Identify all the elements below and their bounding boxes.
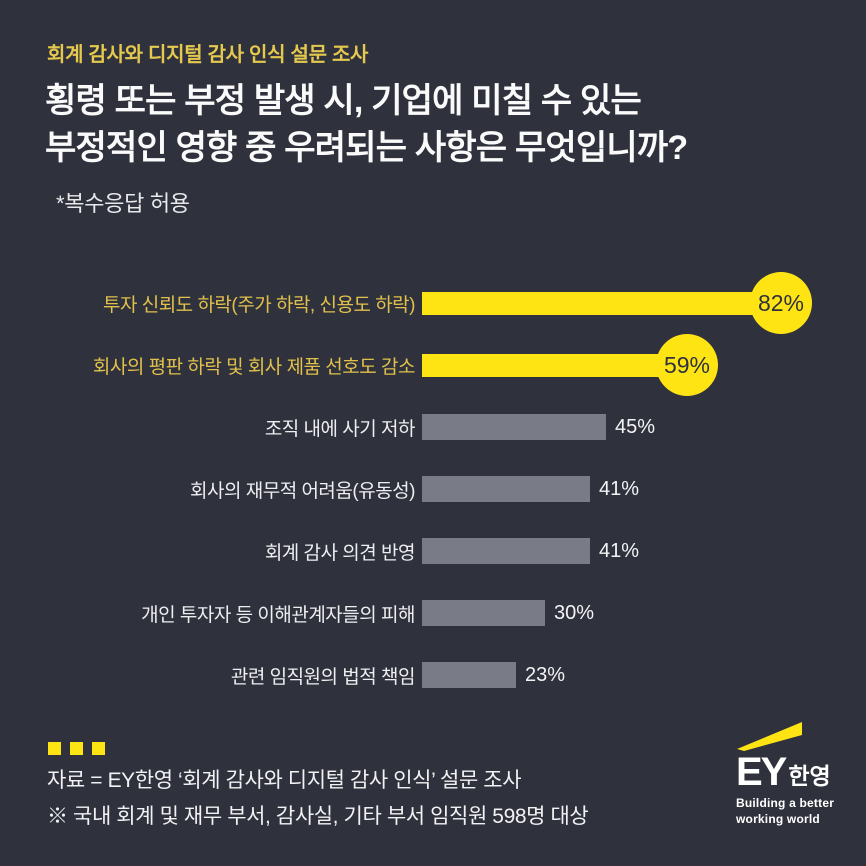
bar-row: 조직 내에 사기 저하 45% <box>47 396 866 458</box>
value-label: 41% <box>599 539 640 562</box>
bar-track: 23% <box>422 662 565 688</box>
bar-row: 투자 신뢰도 하락(주가 하락, 신용도 하락) 82% <box>47 272 866 334</box>
bar-track: 45% <box>422 414 655 440</box>
value-label: 23% <box>525 663 566 686</box>
ey-beam-icon <box>737 722 802 751</box>
value-label: 41% <box>599 477 640 500</box>
bar-chart: 투자 신뢰도 하락(주가 하락, 신용도 하락) 82% 회사의 평판 하락 및 회… <box>47 272 866 706</box>
value-bubble: 82% <box>750 272 812 334</box>
bar-category-label: 관련 임직원의 법적 책임 <box>230 666 416 688</box>
bar-category-label: 회사의 평판 하락 및 회사 제품 선호도 감소 <box>92 356 416 378</box>
ey-logo-text: EY <box>736 750 787 794</box>
ey-tagline-line2: working world <box>736 811 820 826</box>
bar-row: 관련 임직원의 법적 책임 23% <box>47 644 866 706</box>
page-title: 횡령 또는 부정 발생 시, 기업에 미칠 수 있는 부정적인 영향 중 우려되… <box>45 78 688 172</box>
bar-row: 개인 투자자 등 이해관계자들의 피해 30% <box>47 582 866 644</box>
bar-row: 회사의 평판 하락 및 회사 제품 선호도 감소 59% <box>47 334 866 396</box>
bar <box>422 538 590 564</box>
bar-category-label: 개인 투자자 등 이해관계자들의 피해 <box>141 604 415 626</box>
bar <box>422 414 606 440</box>
ey-logo: EY 한영 Building a better working world <box>736 722 851 827</box>
bar-row: 회계 감사 의견 반영 41% <box>47 520 866 582</box>
ey-logo-wordmark: EY 한영 <box>736 750 851 794</box>
ey-logo-korean-text: 한영 <box>788 763 831 789</box>
footer-accent-squares <box>48 742 105 755</box>
bar-track: 59% <box>422 334 718 396</box>
bar-category-label: 투자 신뢰도 하락(주가 하락, 신용도 하락) <box>102 294 416 316</box>
multi-response-note: *복수응답 허용 <box>56 191 190 216</box>
bar-row: 회사의 재무적 어려움(유동성) 41% <box>47 458 866 520</box>
highlighted-bar: 82% <box>422 272 812 334</box>
page-title-line2: 부정적인 영향 중 우려되는 사항은 무엇입니까? <box>45 128 688 167</box>
value-label: 45% <box>615 415 656 438</box>
page-title-line1: 횡령 또는 부정 발생 시, 기업에 미칠 수 있는 <box>45 82 642 120</box>
accent-square <box>92 742 105 755</box>
bar-category-label: 회사의 재무적 어려움(유동성) <box>190 480 415 502</box>
bar <box>422 600 545 626</box>
bar-track: 41% <box>422 476 639 502</box>
source-line: 자료 = EY한영 ‘회계 감사와 디지털 감사 인식’ 설문 조사 <box>47 769 522 792</box>
ey-tagline: Building a better working world <box>736 796 851 827</box>
eyebrow-text: 회계 감사와 디지털 감사 인식 설문 조사 <box>47 44 369 66</box>
bar-track: 82% <box>422 272 812 334</box>
sample-line: ※ 국내 회계 및 재무 부서, 감사실, 기타 부서 임직원 598명 대상 <box>47 805 589 828</box>
bar-track: 30% <box>422 600 594 626</box>
bar <box>422 476 590 502</box>
bar-category-label: 조직 내에 사기 저하 <box>264 418 416 440</box>
bar-category-label: 회계 감사 의견 반영 <box>264 542 416 564</box>
accent-square <box>70 742 83 755</box>
value-label: 30% <box>554 601 595 624</box>
bar <box>422 662 516 688</box>
ey-tagline-line1: Building a better <box>736 796 835 810</box>
bar-track: 41% <box>422 538 639 564</box>
value-bubble: 59% <box>656 334 718 396</box>
highlighted-bar: 59% <box>422 334 718 396</box>
accent-square <box>48 742 61 755</box>
